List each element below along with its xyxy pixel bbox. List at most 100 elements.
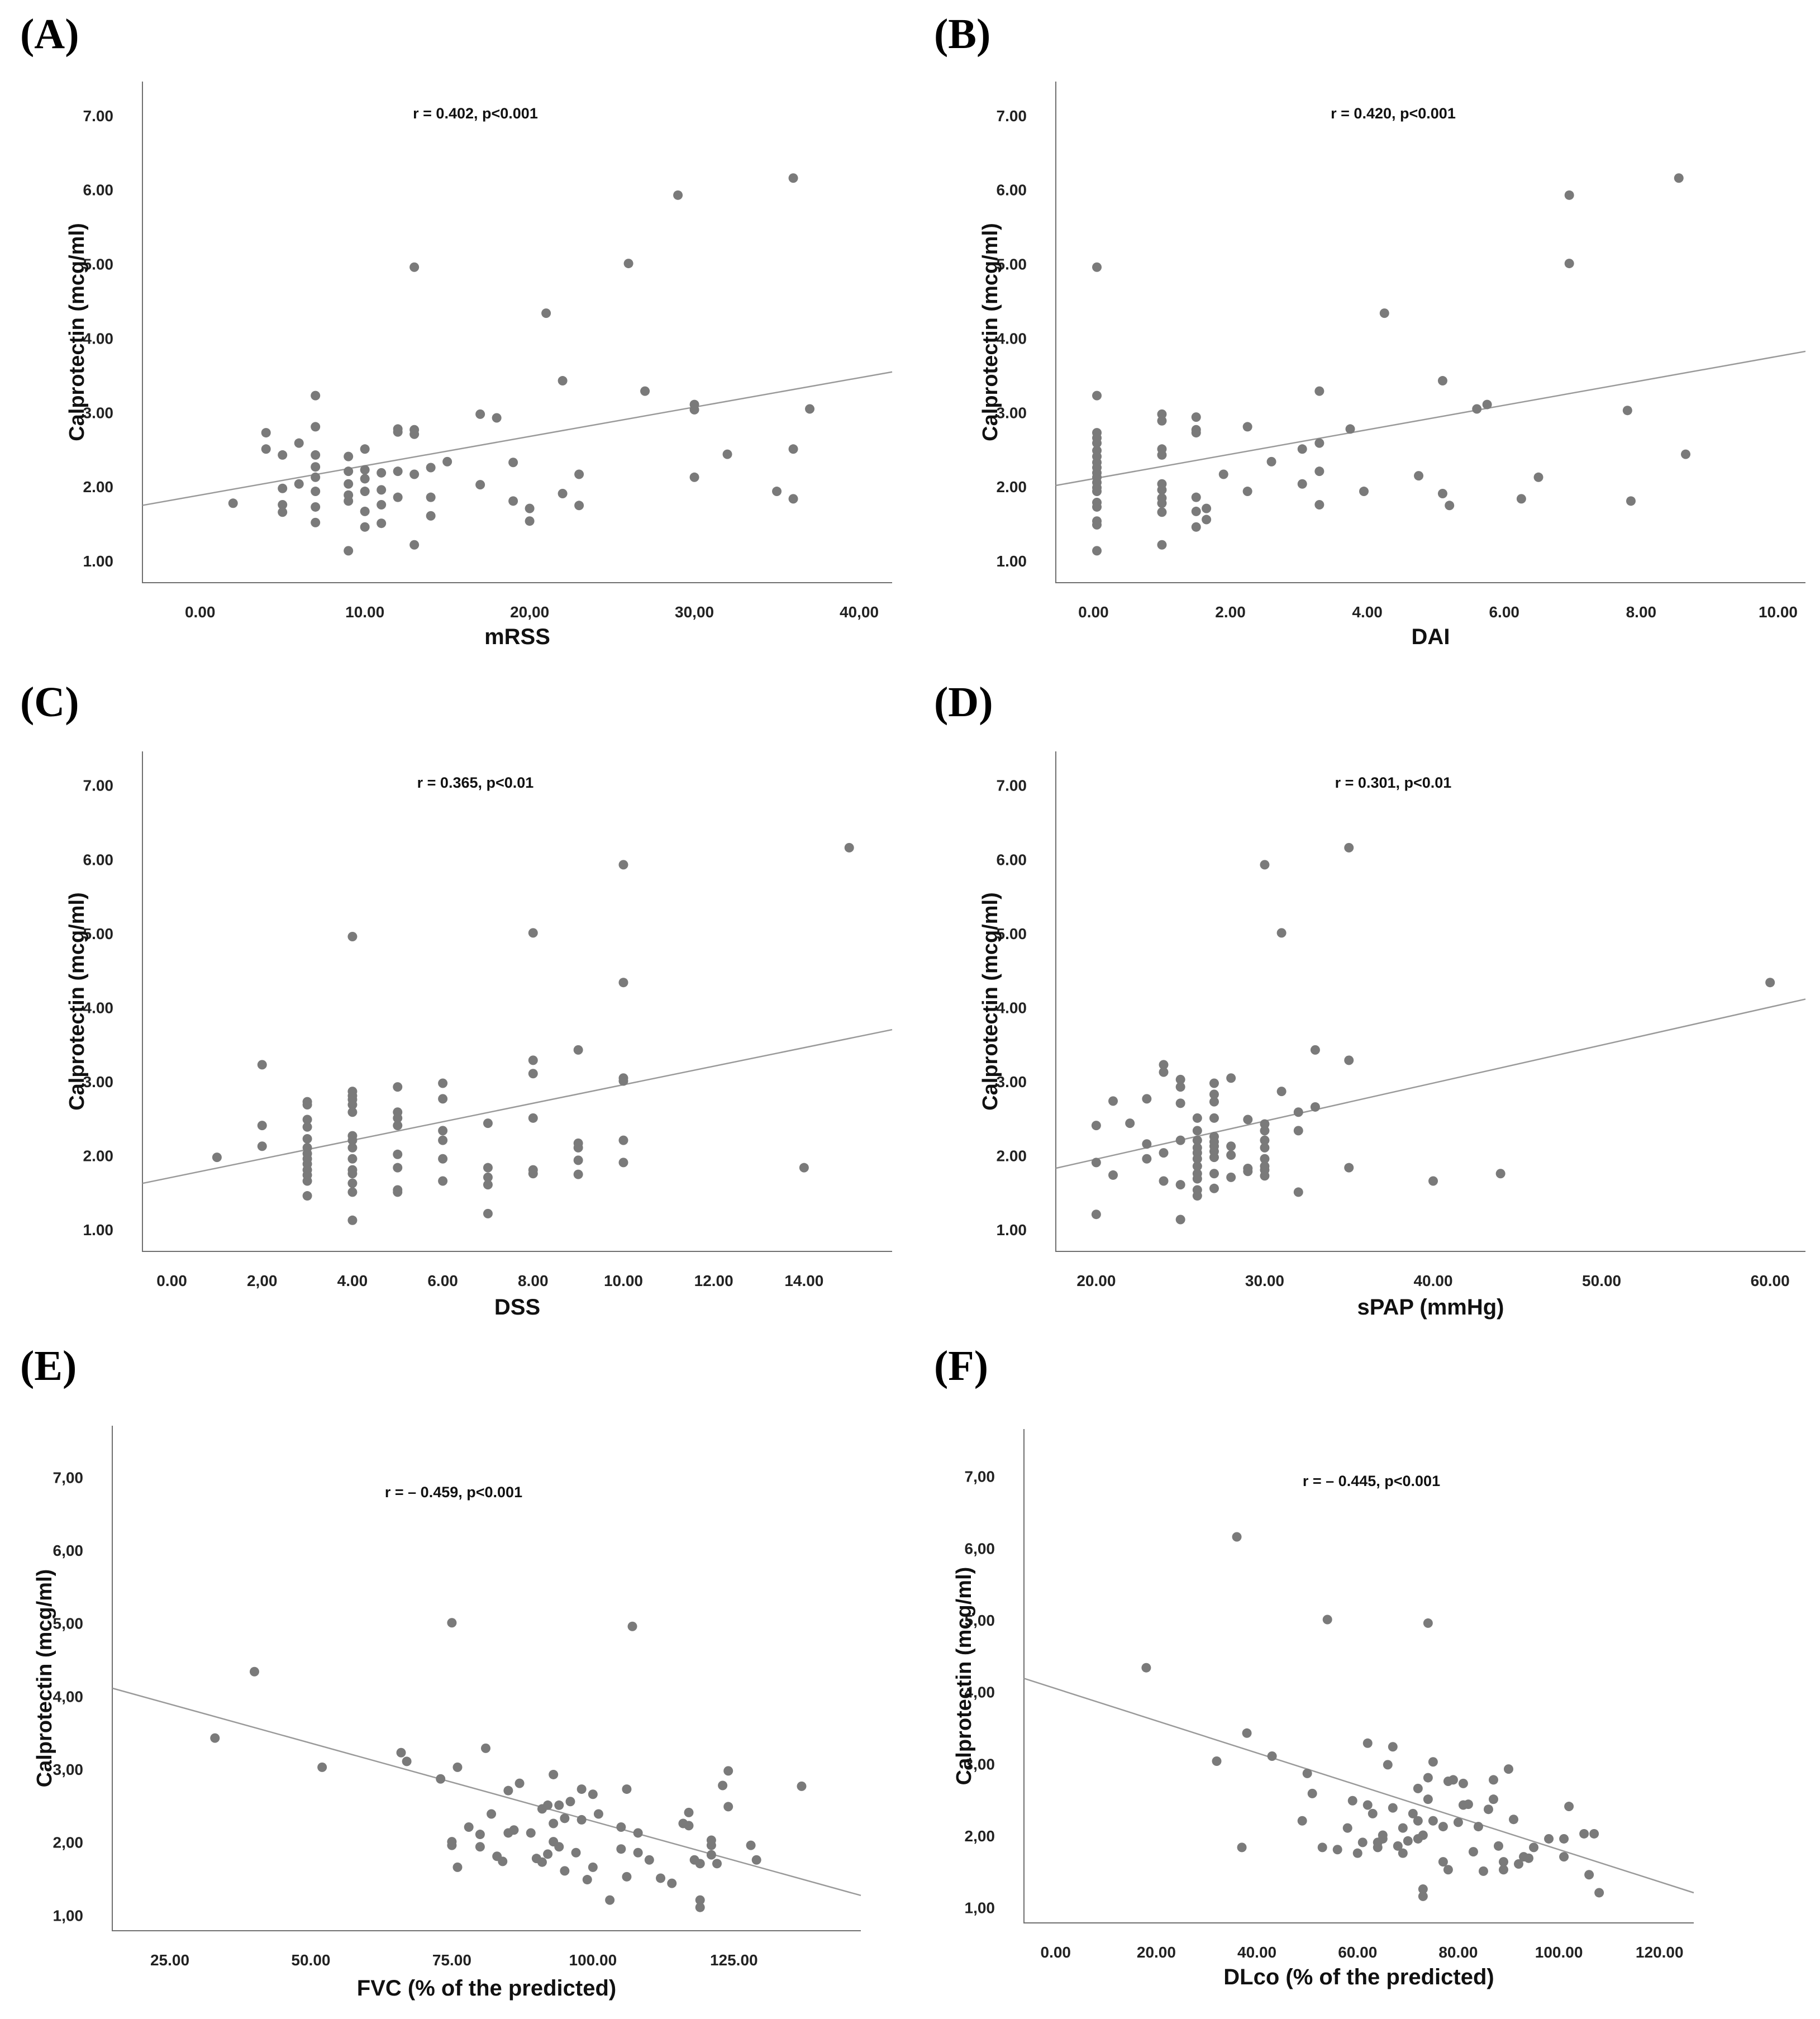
- data-point: [377, 518, 387, 528]
- x-tick-label: 0.00: [1078, 603, 1109, 621]
- data-point: [377, 468, 387, 478]
- data-point: [1472, 404, 1482, 414]
- data-point: [1297, 444, 1307, 454]
- axis-frame: [1055, 751, 1805, 1252]
- data-point: [554, 1842, 564, 1852]
- axis-frame: [142, 751, 892, 1252]
- data-point: [1192, 1113, 1202, 1123]
- y-tick-label: 4.00: [83, 999, 114, 1016]
- data-point: [393, 1113, 403, 1123]
- y-tick-label: 3.00: [83, 1073, 114, 1091]
- y-tick-label: 6.00: [83, 851, 114, 868]
- x-axis-label: mRSS: [484, 625, 550, 649]
- data-point: [302, 1176, 312, 1186]
- panel-label: (C): [20, 679, 79, 726]
- data-point: [633, 1847, 643, 1858]
- y-tick-label: 2.00: [997, 478, 1027, 496]
- data-point: [508, 496, 518, 506]
- data-point: [844, 842, 854, 853]
- data-point: [360, 465, 370, 475]
- data-point: [228, 498, 238, 508]
- data-point: [549, 1818, 559, 1828]
- panel-label: (B): [934, 11, 990, 58]
- regression-line: [1055, 998, 1806, 1169]
- x-tick-label: 100.00: [569, 1951, 617, 1969]
- data-point: [1473, 1822, 1483, 1832]
- correlation-annotation: r = 0.402, p<0.001: [413, 105, 538, 122]
- x-tick-label: 0.00: [156, 1272, 187, 1289]
- data-point: [1175, 1074, 1185, 1084]
- data-point: [1310, 1045, 1320, 1055]
- data-point: [483, 1180, 493, 1190]
- data-point: [1674, 173, 1684, 183]
- data-point: [706, 1850, 716, 1860]
- data-point: [1237, 1842, 1247, 1853]
- data-point: [1495, 1169, 1505, 1179]
- data-point: [1622, 406, 1632, 416]
- data-point: [695, 1895, 705, 1905]
- data-point: [1362, 1738, 1373, 1748]
- data-point: [210, 1733, 220, 1743]
- data-point: [1310, 1102, 1320, 1112]
- data-point: [483, 1163, 493, 1173]
- x-tick-label: 10.00: [604, 1272, 643, 1289]
- data-point: [452, 1862, 463, 1872]
- data-point: [574, 501, 584, 511]
- data-point: [528, 1055, 538, 1065]
- data-point: [788, 444, 798, 454]
- data-point: [1266, 456, 1276, 466]
- data-point: [1529, 1842, 1539, 1853]
- data-point: [1359, 487, 1369, 497]
- y-tick-label: 7,00: [965, 1468, 995, 1485]
- data-point: [1192, 1174, 1202, 1184]
- data-point: [1493, 1841, 1503, 1851]
- data-point: [1589, 1828, 1599, 1839]
- data-point: [1157, 450, 1167, 460]
- data-point: [302, 1115, 312, 1125]
- data-point: [1503, 1764, 1513, 1774]
- data-point: [723, 1766, 733, 1776]
- data-point: [1276, 928, 1287, 938]
- data-point: [1423, 1773, 1433, 1783]
- data-point: [302, 1134, 312, 1144]
- data-point: [436, 1774, 446, 1784]
- x-tick-label: 0.00: [185, 603, 216, 621]
- data-point: [1159, 1067, 1169, 1077]
- data-point: [1209, 1078, 1219, 1088]
- data-point: [689, 472, 699, 482]
- data-point: [1175, 1082, 1185, 1092]
- data-point: [1302, 1768, 1312, 1778]
- data-point: [640, 386, 650, 396]
- data-point: [1564, 190, 1574, 200]
- data-point: [396, 1747, 406, 1758]
- x-tick-label: 50.00: [1582, 1272, 1621, 1289]
- data-point: [622, 1872, 632, 1882]
- data-point: [1209, 1089, 1219, 1099]
- axis-frame: [1023, 1429, 1694, 1923]
- data-point: [442, 456, 452, 466]
- y-tick-label: 3,00: [53, 1761, 84, 1778]
- x-tick-label: 20.00: [1076, 1272, 1116, 1289]
- x-tick-label: 10.00: [345, 603, 384, 621]
- data-point: [393, 1121, 403, 1131]
- data-point: [1108, 1170, 1118, 1180]
- x-tick-label: 60.00: [1751, 1272, 1790, 1289]
- data-point: [438, 1135, 448, 1145]
- data-point: [1242, 1728, 1252, 1738]
- data-point: [278, 450, 288, 460]
- data-point: [1175, 1180, 1185, 1190]
- y-tick-label: 2,00: [965, 1827, 995, 1845]
- y-tick-label: 6.00: [997, 182, 1027, 199]
- data-point: [483, 1118, 493, 1128]
- data-point: [1202, 503, 1212, 513]
- x-axis-label: DLco (% of the predicted): [1223, 1965, 1494, 1989]
- data-point: [1092, 520, 1102, 530]
- data-point: [1418, 1884, 1428, 1894]
- y-axis-label: Calprotectin (mcg/ml): [979, 892, 1002, 1111]
- y-axis-label: Calprotectin (mcg/ml): [952, 1567, 976, 1785]
- data-point: [1332, 1845, 1342, 1855]
- data-point: [1314, 466, 1324, 477]
- data-point: [627, 1621, 637, 1631]
- data-point: [1423, 1794, 1433, 1804]
